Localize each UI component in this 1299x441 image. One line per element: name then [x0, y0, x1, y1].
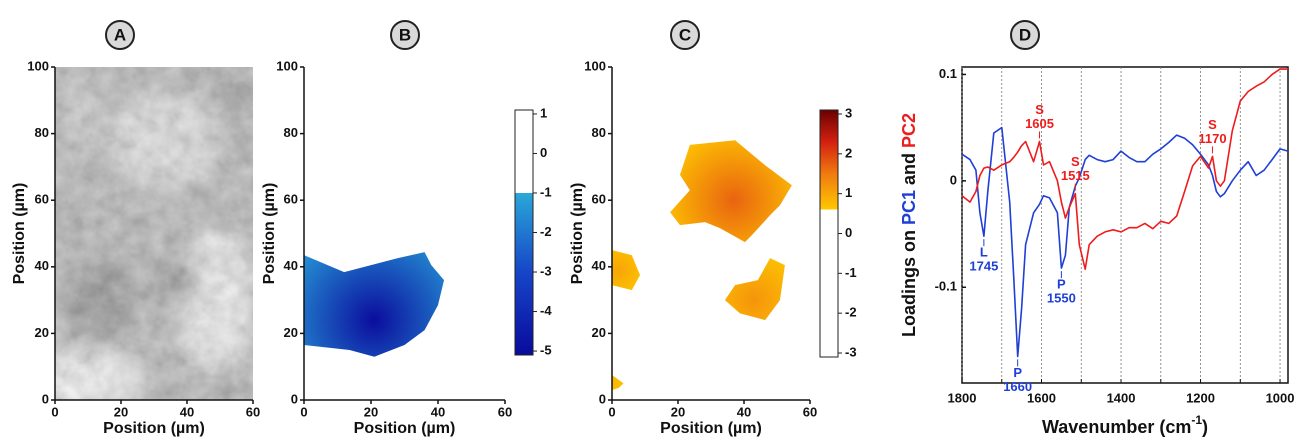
x-tick-label: 0 — [51, 404, 58, 419]
annotation-letter: P — [1013, 365, 1022, 380]
x-tick-label: 40 — [737, 404, 751, 419]
panel-badge — [1010, 20, 1040, 50]
annotation-number: 1170 — [1198, 131, 1226, 146]
x-tick-label: 1200 — [1186, 390, 1215, 405]
x-tick-label: 1400 — [1107, 390, 1136, 405]
panel-letter: D — [1019, 25, 1031, 44]
y-tick-label: 60 — [284, 192, 298, 207]
colorbar-tick-label: -1 — [845, 265, 857, 280]
y-tick-label: 20 — [35, 325, 49, 340]
x-label-text: ) — [1202, 417, 1208, 437]
annotation-number: 1605 — [1025, 116, 1054, 131]
colorbar-tick-label: 0 — [845, 225, 852, 240]
y-tick-label: 40 — [284, 258, 298, 273]
colorbar-tick-label: 3 — [845, 105, 852, 120]
panel-badge — [105, 20, 135, 50]
annotation-number: 1515 — [1061, 168, 1090, 183]
x-axis-label: Position (µm) — [354, 420, 456, 437]
x-label-superscript: -1 — [1191, 413, 1202, 427]
x-axis-label: Wavenumber (cm-1) — [1042, 413, 1208, 437]
y-axis-label: Loadings on PC1 and PC2 — [899, 113, 919, 337]
map-region — [612, 250, 641, 291]
y-tick-label: -0.1 — [935, 279, 957, 294]
x-tick-label: 40 — [180, 404, 194, 419]
x-axis-label: Position (µm) — [103, 420, 205, 437]
colorbar-tick-label: -2 — [845, 305, 857, 320]
y-label-text: and — [899, 153, 919, 185]
x-label-text: Wavenumber (cm — [1042, 417, 1191, 437]
annotation-number: 1550 — [1047, 291, 1076, 306]
colorbar — [514, 109, 534, 356]
colorbar-tick-label: -2 — [540, 224, 552, 239]
y-tick-label: 100 — [584, 58, 606, 73]
x-tick-label: 20 — [364, 404, 378, 419]
y-tick-label: 0 — [950, 172, 957, 187]
colorbar — [819, 109, 839, 358]
x-tick-label: 40 — [431, 404, 445, 419]
panel-letter: B — [399, 25, 411, 44]
legend-entry: PC2 — [899, 113, 919, 148]
y-tick-label: 0 — [599, 391, 606, 406]
panel-badge — [670, 20, 700, 50]
y-tick-label: 60 — [35, 192, 49, 207]
colorbar-tick-label: 0 — [540, 145, 547, 160]
legend-entry: PC1 — [899, 190, 919, 225]
annotation-letter: S — [1035, 102, 1044, 117]
y-tick-label: 0.1 — [939, 66, 957, 81]
map-region — [304, 252, 445, 357]
x-tick-label: 1000 — [1266, 390, 1295, 405]
y-axis-label: Position (µm) — [11, 183, 28, 285]
colorbar-tick-label: 1 — [540, 105, 547, 120]
colorbar-tick-label: -4 — [540, 303, 552, 318]
colorbar-tick-label: -5 — [540, 342, 552, 357]
y-tick-label: 100 — [276, 58, 298, 73]
panel-letter: C — [679, 25, 691, 44]
colorbar-tick-label: 1 — [845, 185, 852, 200]
y-tick-label: 100 — [27, 58, 49, 73]
x-tick-label: 60 — [246, 404, 260, 419]
x-tick-label: 0 — [608, 404, 615, 419]
colorbar-tick-label: -3 — [845, 344, 857, 359]
map-region — [670, 140, 792, 243]
y-label-text: Loadings on — [899, 230, 919, 337]
x-tick-label: 20 — [114, 404, 128, 419]
y-axis-label: Position (µm) — [261, 183, 278, 285]
colorbar-tick-label: -3 — [540, 263, 552, 278]
map-region — [612, 375, 624, 391]
annotation-letter: P — [1057, 277, 1066, 292]
y-tick-label: 60 — [592, 192, 606, 207]
x-tick-label: 1800 — [948, 390, 977, 405]
series-line — [961, 68, 1288, 270]
y-tick-label: 20 — [592, 325, 606, 340]
y-axis-label: Position (µm) — [569, 183, 586, 285]
x-tick-label: 0 — [300, 404, 307, 419]
annotation-letter: S — [1071, 154, 1080, 169]
y-tick-label: 40 — [35, 258, 49, 273]
series-line — [961, 126, 1289, 358]
x-tick-label: 20 — [671, 404, 685, 419]
x-tick-label: 60 — [803, 404, 817, 419]
map-region — [724, 258, 785, 321]
x-tick-label: 1600 — [1027, 390, 1056, 405]
y-tick-label: 20 — [284, 325, 298, 340]
x-axis-label: Position (µm) — [660, 420, 762, 437]
y-tick-label: 80 — [284, 125, 298, 140]
y-tick-label: 80 — [35, 125, 49, 140]
y-tick-label: 40 — [592, 258, 606, 273]
colorbar-tick-label: -1 — [540, 184, 552, 199]
annotation-letter: S — [1208, 117, 1217, 132]
panel-letter: A — [114, 25, 126, 44]
annotation-number: 1745 — [969, 259, 998, 274]
x-tick-label: 60 — [498, 404, 512, 419]
annotation-letter: L — [980, 245, 988, 260]
annotation-number: 1660 — [1003, 379, 1032, 394]
micrograph — [55, 67, 253, 400]
y-tick-label: 0 — [42, 391, 49, 406]
y-tick-label: 0 — [291, 391, 298, 406]
panel-badge — [390, 20, 420, 50]
colorbar-tick-label: 2 — [845, 145, 852, 160]
y-tick-label: 80 — [592, 125, 606, 140]
